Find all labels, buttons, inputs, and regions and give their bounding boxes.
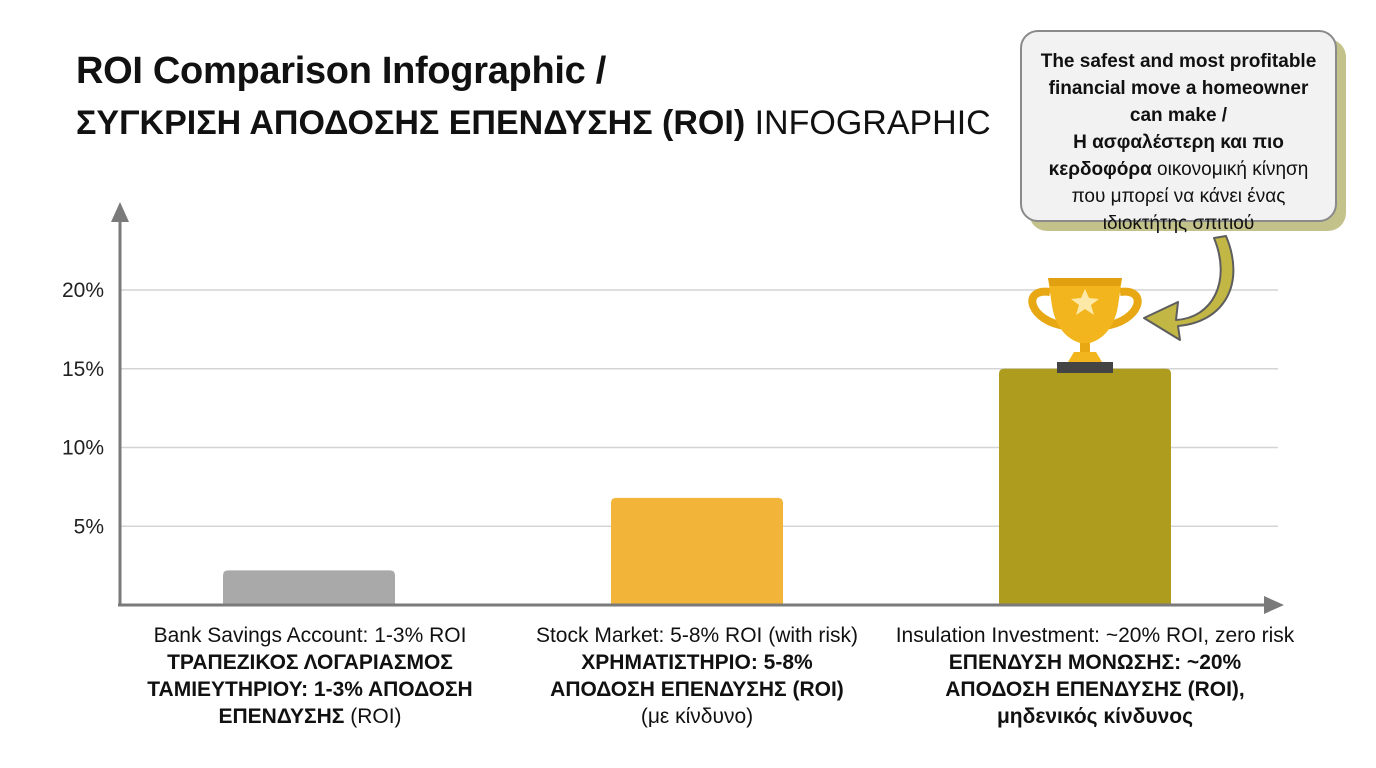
callout-english: The safest and most profitable financial… bbox=[1040, 51, 1317, 126]
category-label-insulation: Insulation Investment: ~20% ROI, zero ri… bbox=[885, 622, 1305, 730]
callout-greek-bold: κερδοφόρα bbox=[1048, 159, 1152, 180]
label-el-bold: ΤΡΑΠΕΖΙΚΟΣ ΛΟΓΑΡΙΑΣΜΟΣ ΤΑΜΙΕΥΤΗΡΙΟΥ: 1-3… bbox=[147, 651, 473, 728]
bar-stock-market bbox=[611, 497, 783, 605]
pointer-arrow-icon bbox=[1143, 235, 1235, 341]
chart-title: ROI Comparison Infographic / bbox=[76, 50, 606, 92]
bar-insulation bbox=[999, 368, 1171, 605]
chart-subtitle: ΣΥΓΚΡΙΣΗ ΑΠΟΔΟΣΗΣ ΕΠΕΝΔΥΣΗΣ (ROI) INFOGR… bbox=[76, 104, 991, 143]
label-el-bold2: μηδενικός κίνδυνος bbox=[996, 705, 1194, 728]
trophy-icon bbox=[1028, 278, 1142, 373]
label-en: Bank Savings Account: 1-3% ROI bbox=[153, 624, 467, 647]
x-axis-arrow bbox=[1264, 596, 1284, 614]
y-axis-arrow bbox=[111, 202, 129, 222]
category-label-stock: Stock Market: 5-8% ROI (with risk) ΧΡΗΜΑ… bbox=[497, 622, 897, 730]
y-axis-ticks: 5% 10% 15% 20% bbox=[62, 279, 104, 538]
y-tick-label: 10% bbox=[62, 437, 104, 460]
label-en: Insulation Investment: ~20% ROI, zero ri… bbox=[895, 624, 1295, 647]
y-tick-label: 15% bbox=[62, 358, 104, 381]
bars bbox=[223, 368, 1171, 605]
label-el-bold: ΧΡΗΜΑΤΙΣΤΗΡΙΟ: 5-8% ΑΠΟΔΟΣΗ ΕΠΕΝΔΥΣΗΣ (R… bbox=[550, 651, 844, 701]
callout-box: The safest and most profitable financial… bbox=[1020, 30, 1337, 234]
bar-bank-savings bbox=[223, 570, 395, 605]
callout-greek-rest: οικονομική κίνηση που μπορεί να κάνει έν… bbox=[1071, 159, 1309, 234]
subtitle-greek: ΣΥΓΚΡΙΣΗ ΑΠΟΔΟΣΗΣ ΕΠΕΝΔΥΣΗΣ (ROI) bbox=[76, 104, 746, 142]
y-tick-label: 5% bbox=[74, 515, 104, 538]
label-en: Stock Market: 5-8% ROI (with risk) bbox=[535, 624, 859, 647]
subtitle-suffix: INFOGRAPHIC bbox=[745, 104, 991, 142]
callout-greek-line1: Η ασφαλέστερη και πιο bbox=[1073, 132, 1284, 153]
label-el-bold: ΕΠΕΝΔΥΣΗ ΜΟΝΩΣΗΣ: ~20% ΑΠΟΔΟΣΗ ΕΠΕΝΔΥΣΗΣ… bbox=[945, 651, 1245, 701]
label-el-normal: (ROI) bbox=[344, 705, 402, 728]
y-tick-label: 20% bbox=[62, 279, 104, 302]
category-label-bank: Bank Savings Account: 1-3% ROI ΤΡΑΠΕΖΙΚΟ… bbox=[110, 622, 510, 730]
label-el-normal: (με κίνδυνο) bbox=[640, 705, 754, 728]
